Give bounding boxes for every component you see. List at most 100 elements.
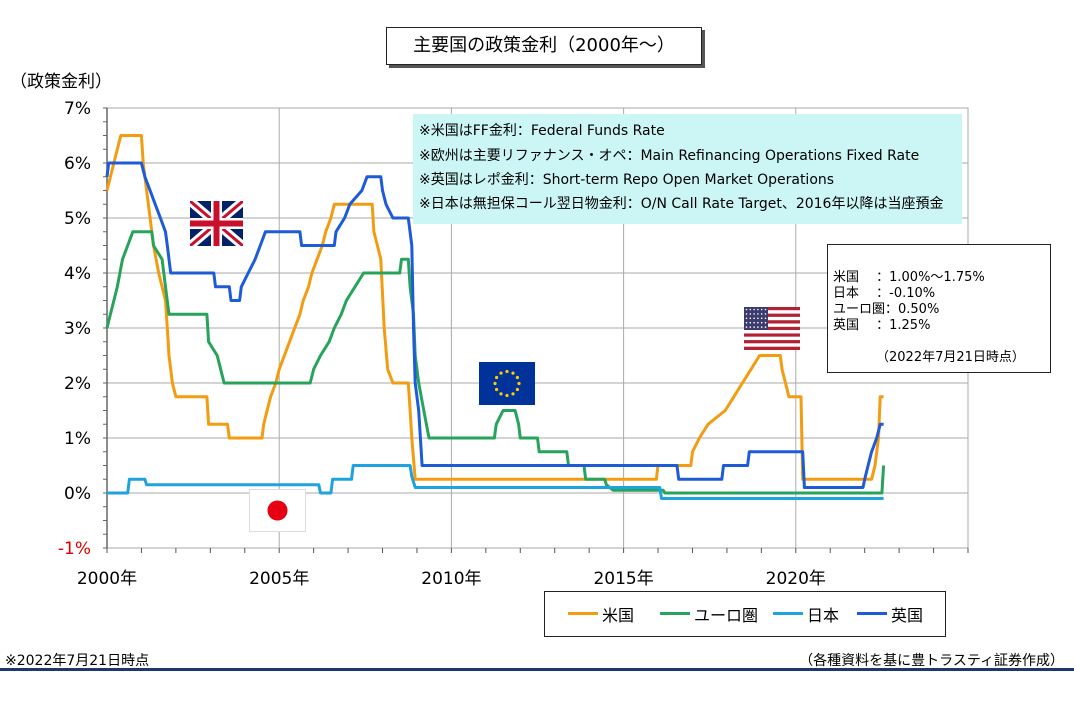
legend-label-us: 米国	[602, 606, 635, 625]
us-star-dot	[745, 313, 748, 315]
eu-flag-icon	[479, 362, 535, 405]
axis-ticks: 7% 6% 5% 4% 3% 2% 1% 0% -1% 2000年 2005年 2010年 2015年 2…	[58, 99, 969, 589]
us-stripe	[744, 320, 800, 324]
current-rates-box: 米国 ：1.00%～1.75% 日本 ：-0.10% ユーロ圏：0.50% 英国…	[827, 244, 1051, 373]
rate-eu: ユーロ圏：0.50%	[833, 302, 940, 317]
legend-swatch-jp	[773, 612, 803, 615]
eu-star-dot	[511, 392, 515, 396]
us-star-dot	[764, 308, 767, 311]
us-stripe	[744, 326, 800, 331]
legend-swatch-uk	[857, 612, 887, 615]
us-stripe	[744, 346, 800, 350]
eu-star-dot	[505, 369, 509, 374]
us-star-dot	[749, 313, 752, 315]
source-note: （各種資料を基に豊トラスティ証券作成）	[799, 653, 1064, 669]
series-line-us	[105, 134, 884, 481]
us-star-dot	[760, 313, 763, 315]
us-star-dot	[745, 308, 748, 311]
legend-label-uk: 英国	[891, 606, 924, 625]
us-stripe	[744, 323, 800, 327]
us-star-dot	[764, 317, 767, 320]
eu-star-dot	[495, 387, 499, 392]
us-stripe	[744, 336, 800, 341]
us-star-dot	[760, 321, 763, 324]
us-star-dot	[760, 317, 763, 320]
y-tick-label: 7%	[64, 99, 91, 119]
us-star-dot	[753, 317, 755, 320]
rate-us: 米国 ：1.00%～1.75%	[833, 270, 985, 285]
us-star-dot	[753, 313, 755, 315]
us-star-dot	[757, 313, 759, 315]
chart-title: 主要国の政策金利（2000年～）	[386, 27, 702, 65]
us-stripe	[744, 343, 800, 347]
us-star-dot	[749, 317, 752, 320]
us-stripe	[744, 340, 800, 344]
us-star-dot	[757, 308, 759, 311]
japan-flag-icon	[249, 489, 306, 532]
legend-label-jp: 日本	[807, 606, 840, 625]
us-star-dot	[757, 321, 759, 324]
us-star-dot	[753, 326, 755, 328]
y-tick-label: 0%	[64, 484, 91, 504]
y-axis-label: （政策金利）	[10, 72, 112, 92]
eu-star-dot	[493, 381, 497, 386]
series-line-jp	[107, 464, 884, 500]
legend: 米国 ユーロ圏 日本 英国	[544, 591, 946, 637]
us-star-dot	[757, 317, 759, 320]
notes-box: ※米国はFF金利：Federal Funds Rate ※欧州は主要リファナンス…	[413, 114, 962, 224]
us-star-dot	[749, 321, 752, 324]
eu-star-dot	[499, 392, 503, 396]
series-line-uk	[105, 161, 884, 489]
eu-star-dot	[515, 387, 519, 392]
eu-star-dot	[511, 371, 515, 375]
us-stripe	[744, 316, 800, 321]
x-tick-label: 2000年	[77, 569, 137, 589]
us-star-dot	[764, 326, 767, 328]
y-tick-label: -1%	[58, 539, 91, 559]
us-star-dot	[749, 326, 752, 328]
legend-swatch-eu	[660, 612, 690, 615]
y-tick-label: 2%	[64, 374, 91, 394]
us-star-dot	[764, 313, 767, 315]
series-layer	[105, 134, 886, 500]
eu-star-dot	[495, 375, 499, 380]
legend-label-eu: ユーロ圏	[694, 606, 759, 625]
note-uk: ※英国はレポ金利：Short-term Repo Open Market Ope…	[419, 172, 835, 188]
us-star-dot	[757, 326, 759, 328]
us-stripe	[744, 313, 800, 317]
y-tick-label: 6%	[64, 154, 91, 174]
us-star-dot	[745, 321, 748, 324]
rate-jp: 日本 ：-0.10%	[833, 286, 936, 301]
us-stripe	[744, 333, 800, 337]
rate-uk: 英国 ：1.25%	[833, 318, 931, 333]
us-star-dot	[753, 308, 755, 311]
us-flag-icon	[744, 307, 800, 350]
y-tick-label: 5%	[64, 209, 91, 229]
eu-star-dot	[499, 371, 503, 375]
us-star-dot	[745, 317, 748, 320]
uk-flag-icon	[190, 201, 243, 246]
bottom-divider	[0, 668, 1074, 671]
y-tick-label: 4%	[64, 264, 91, 284]
note-eu: ※欧州は主要リファナンス・オペ：Main Refinancing Operati…	[419, 148, 920, 164]
note-jp: ※日本は無担保コール翌日物金利：O/N Call Rate Target、201…	[419, 196, 944, 212]
x-tick-label: 2015年	[593, 569, 653, 589]
eu-star-dot	[515, 375, 519, 380]
footnote: ※2022年7月21日時点	[5, 653, 150, 669]
rates-as-of: （2022年7月21日時点）	[876, 350, 1025, 365]
y-tick-label: 3%	[64, 319, 91, 339]
legend-swatch-us	[568, 612, 598, 615]
us-star-dot	[760, 326, 763, 328]
us-star-dot	[764, 321, 767, 324]
note-us: ※米国はFF金利：Federal Funds Rate	[419, 123, 665, 139]
x-tick-label: 2005年	[249, 569, 309, 589]
eu-star-dot	[517, 381, 521, 386]
us-stripe	[744, 310, 800, 314]
us-star-dot	[749, 308, 752, 311]
y-tick-label: 1%	[64, 429, 91, 449]
x-tick-label: 2020年	[766, 569, 826, 589]
us-star-dot	[760, 308, 763, 311]
x-tick-label: 2010年	[421, 569, 481, 589]
us-star-dot	[745, 326, 748, 328]
us-stripe	[744, 307, 800, 311]
